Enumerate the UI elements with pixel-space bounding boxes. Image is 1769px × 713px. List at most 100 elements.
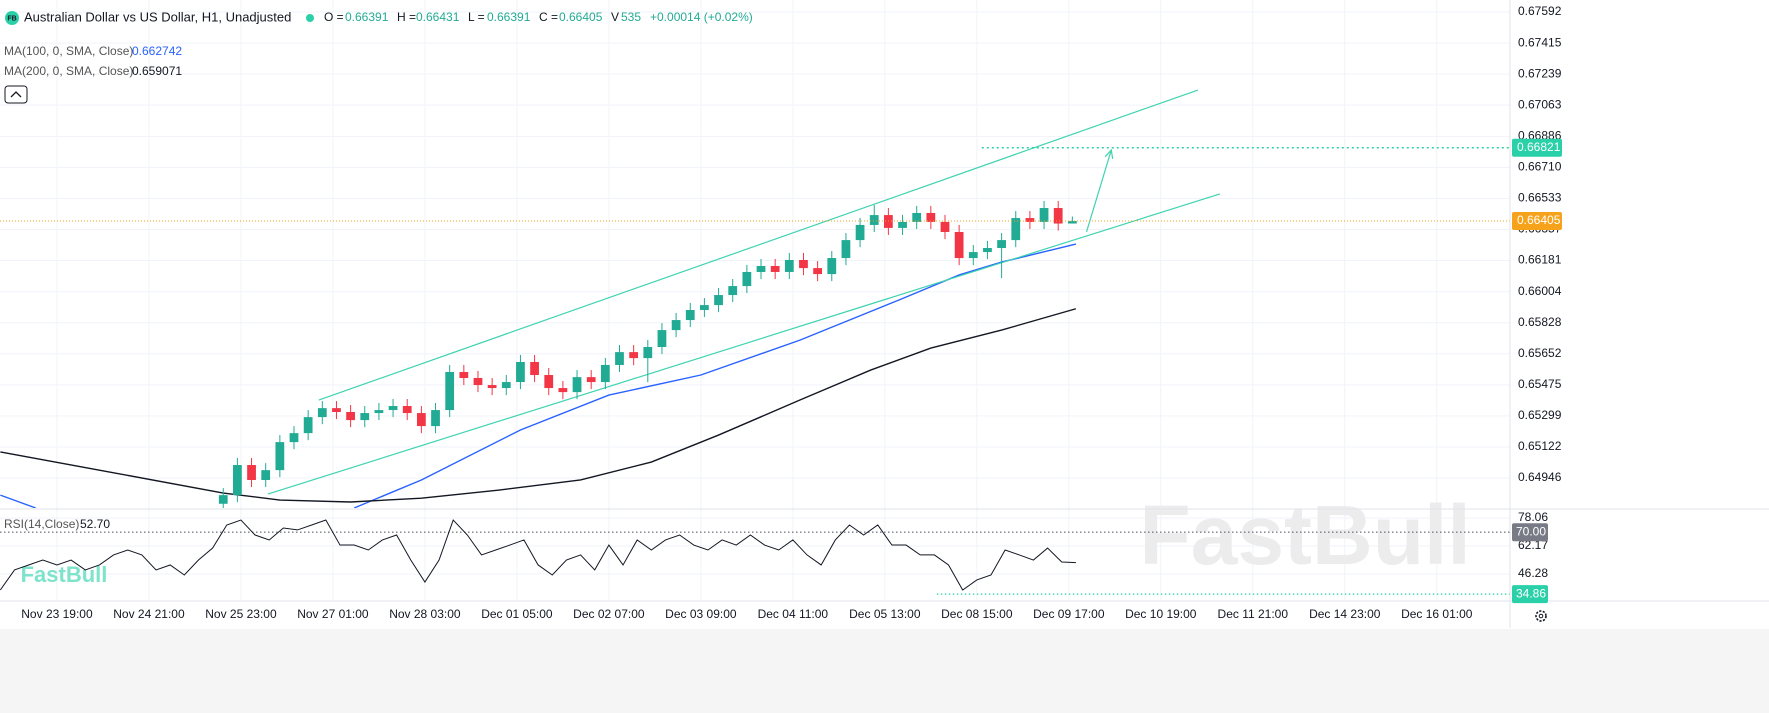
candle-body [700, 305, 709, 311]
x-tick-label: Nov 23 19:00 [21, 607, 93, 621]
collapse-button-frame[interactable] [4, 85, 28, 104]
y-tick-label: 0.65122 [1518, 439, 1562, 453]
candle-body [784, 259, 794, 272]
trend-line [267, 193, 1221, 495]
x-tick-label: Dec 03 09:00 [665, 607, 737, 621]
candle-body [473, 378, 483, 386]
candle-body [615, 352, 624, 365]
legend: FB Australian Dollar vs US Dollar, H1, U… [4, 9, 1547, 622]
candle-body [600, 364, 610, 383]
candle-body [1039, 208, 1049, 222]
ohlc-label: L = [468, 10, 485, 24]
ma-label: MA(100, 0, SMA, Close) [4, 44, 133, 58]
y-tick-label: 0.67415 [1518, 35, 1562, 49]
y-tick-label: 46.28 [1518, 566, 1548, 580]
x-tick-label: Dec 16 01:00 [1401, 607, 1473, 621]
ma-value: 0.659071 [132, 64, 182, 78]
x-tick-label: Dec 02 07:00 [573, 607, 645, 621]
candle-body [1067, 221, 1077, 224]
candle-body [501, 382, 511, 389]
logo-badge [5, 11, 19, 25]
ohlc-value: 0.66391 [345, 10, 389, 24]
y-tick-label: 0.65828 [1518, 315, 1562, 329]
candle-body [487, 385, 497, 389]
x-tick-label: Dec 01 05:00 [481, 607, 553, 621]
ohlc-value: 0.66391 [487, 10, 531, 24]
y-tick-label: 0.66533 [1518, 191, 1562, 205]
watermark-layer: FastBull FastBull [21, 488, 1471, 587]
candle-body [275, 442, 285, 471]
candle-body [247, 465, 256, 480]
moving-average-line [0, 243, 1077, 508]
y-tick-label: 0.67239 [1518, 66, 1562, 80]
candle-body [813, 268, 823, 275]
target-price-label: 0.66821 [1517, 140, 1561, 154]
candle-body [516, 361, 525, 383]
status-dot [306, 14, 314, 22]
collapse-icon[interactable] [10, 91, 22, 98]
collapse-button[interactable] [4, 85, 28, 104]
watermark-small: FastBull [21, 562, 108, 587]
y-tick-label: 0.65475 [1518, 377, 1562, 391]
candle-body [289, 433, 299, 443]
y-tick-label: 0.66004 [1518, 284, 1562, 298]
y-tick-label: 78.06 [1518, 510, 1548, 524]
candle-body [742, 271, 752, 287]
y-tick-label: 0.64946 [1518, 470, 1562, 484]
rsi-plot [0, 519, 1510, 595]
arrow-line [1085, 149, 1112, 233]
candle-body [629, 352, 639, 359]
settings-button[interactable] [1535, 610, 1547, 622]
y-tick-label: 0.66181 [1518, 253, 1562, 267]
grid-layer [0, 0, 1510, 600]
y-tick-label: 0.67592 [1518, 4, 1562, 18]
volume-label: V [611, 10, 619, 24]
candle-body [685, 310, 695, 321]
candle-body [218, 495, 228, 504]
rsi-label: RSI(14,Close) [4, 517, 79, 531]
level-badge [1512, 585, 1548, 604]
x-tick-label: Dec 10 19:00 [1125, 607, 1197, 621]
x-tick-label: Nov 27 01:00 [297, 607, 369, 621]
level-badge [1512, 523, 1548, 542]
candle-body [855, 224, 865, 241]
candle-body [728, 286, 738, 296]
last-price-label: 0.66405 [1517, 213, 1561, 227]
candle-body [671, 320, 681, 331]
x-tick-label: Nov 28 03:00 [389, 607, 461, 621]
trend-line [318, 89, 1199, 401]
candle-body [233, 465, 242, 496]
ohlc-value: 0.66405 [559, 10, 603, 24]
candle-body [303, 417, 313, 434]
last-price-badge [1512, 212, 1562, 231]
settings-icon[interactable] [1535, 610, 1547, 622]
candle-body [530, 361, 539, 376]
ma-value: 0.662742 [132, 44, 182, 58]
x-tick-label: Dec 14 23:00 [1309, 607, 1381, 621]
volume-value: 535 [621, 10, 641, 24]
settings-icon-core[interactable] [1538, 613, 1544, 619]
candle-body [572, 377, 582, 393]
x-tick-label: Dec 11 21:00 [1218, 607, 1289, 621]
candle-body [416, 413, 426, 427]
candle-body [954, 231, 964, 259]
change-value: +0.00014 (+0.02%) [650, 10, 753, 24]
candle-body [586, 377, 596, 383]
candle-body [346, 412, 355, 421]
x-tick-label: Nov 25 23:00 [205, 607, 277, 621]
ohlc-value: 0.66431 [416, 10, 460, 24]
candle-body [841, 240, 851, 259]
target-price-badge [1512, 138, 1562, 157]
footer-bar [0, 629, 1769, 713]
candle-body [940, 221, 950, 232]
candle-body [643, 347, 653, 359]
x-tick-label: Nov 24 21:00 [113, 607, 185, 621]
ohlc-label: C = [539, 10, 558, 24]
y-tick-label: 0.65299 [1518, 408, 1562, 422]
candle-body [827, 258, 837, 275]
candle-body [374, 410, 384, 414]
rsi-line [0, 519, 1076, 591]
candle-body [360, 413, 370, 421]
moving-average-line [0, 308, 1077, 503]
